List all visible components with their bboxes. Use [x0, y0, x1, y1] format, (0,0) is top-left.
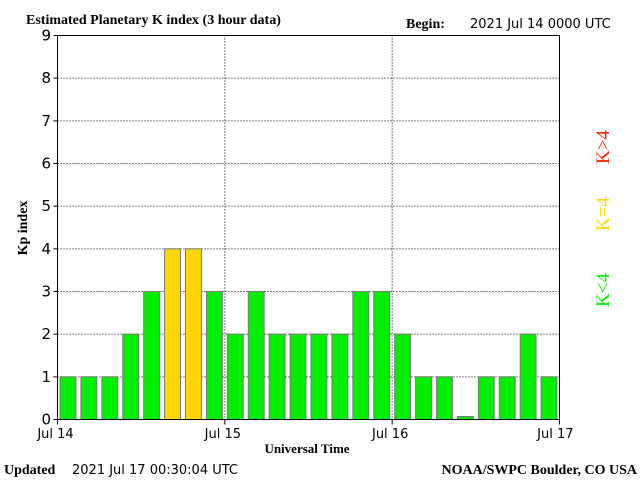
legend-low: K<4: [593, 273, 614, 307]
kp-bar: [80, 376, 98, 421]
begin-label: Begin:: [406, 17, 445, 32]
legend: K>4 K=4 K<4: [593, 130, 614, 307]
y-tick-label: 6: [41, 155, 51, 173]
updated-value: 2021 Jul 17 00:30:04 UTC: [72, 463, 238, 478]
legend-high: K>4: [593, 130, 614, 164]
x-tick-label: Jul 15: [204, 427, 241, 442]
updated-label: Updated: [4, 463, 56, 478]
y-tick-label: 8: [41, 69, 51, 87]
kp-bar: [164, 248, 181, 420]
axis-layer: [53, 35, 560, 425]
kp-bar: [122, 333, 140, 420]
kp-bar: [498, 376, 516, 421]
kp-bar: [310, 333, 328, 420]
y-tick-label: 4: [41, 240, 51, 258]
bars-layer: [59, 248, 558, 421]
x-axis-label: Universal Time: [264, 441, 349, 456]
x-tick-label: Jul 16: [371, 427, 408, 442]
begin-value: 2021 Jul 14 0000 UTC: [470, 17, 611, 32]
y-tick-labels: 0 1 2 3 4 5 6 7 8 9: [41, 27, 51, 429]
plot-frame: [57, 35, 560, 420]
kp-bar: [185, 248, 202, 420]
y-tick-label: 7: [41, 112, 51, 130]
kp-bar: [436, 376, 453, 421]
y-axis-label: Kp index: [16, 201, 31, 256]
kp-bar: [352, 291, 370, 420]
y-tick-label: 2: [41, 325, 51, 343]
kp-bar: [268, 333, 286, 420]
kp-bar: [331, 333, 349, 420]
kp-bar: [477, 376, 495, 421]
legend-mid: K=4: [593, 197, 614, 231]
x-tick-label: Jul 17: [536, 427, 573, 442]
kp-bar: [247, 291, 265, 420]
x-tick-label: Jul 14: [36, 427, 73, 442]
kp-bar: [289, 333, 307, 420]
kp-bar: [415, 376, 432, 421]
kp-bar: [540, 376, 558, 421]
y-tick-label: 1: [41, 368, 51, 386]
y-tick-label: 9: [41, 27, 51, 45]
kp-bar: [143, 291, 161, 420]
chart-title: Estimated Planetary K index (3 hour data…: [26, 13, 281, 28]
kp-bar: [394, 333, 412, 420]
y-tick-label: 5: [41, 197, 51, 215]
kp-bar: [519, 333, 537, 420]
kp-bar: [226, 333, 244, 420]
kp-bar: [205, 291, 223, 420]
source-credit: NOAA/SWPC Boulder, CO USA: [441, 463, 637, 478]
kp-bar: [59, 376, 77, 421]
x-tick-labels: Jul 14 Jul 15 Jul 16 Jul 17: [36, 427, 573, 442]
grid-layer: [57, 35, 560, 420]
kp-bar: [101, 376, 119, 421]
y-tick-label: 3: [41, 283, 51, 301]
y-tick-label: 0: [41, 411, 51, 429]
kp-bar: [373, 291, 391, 420]
